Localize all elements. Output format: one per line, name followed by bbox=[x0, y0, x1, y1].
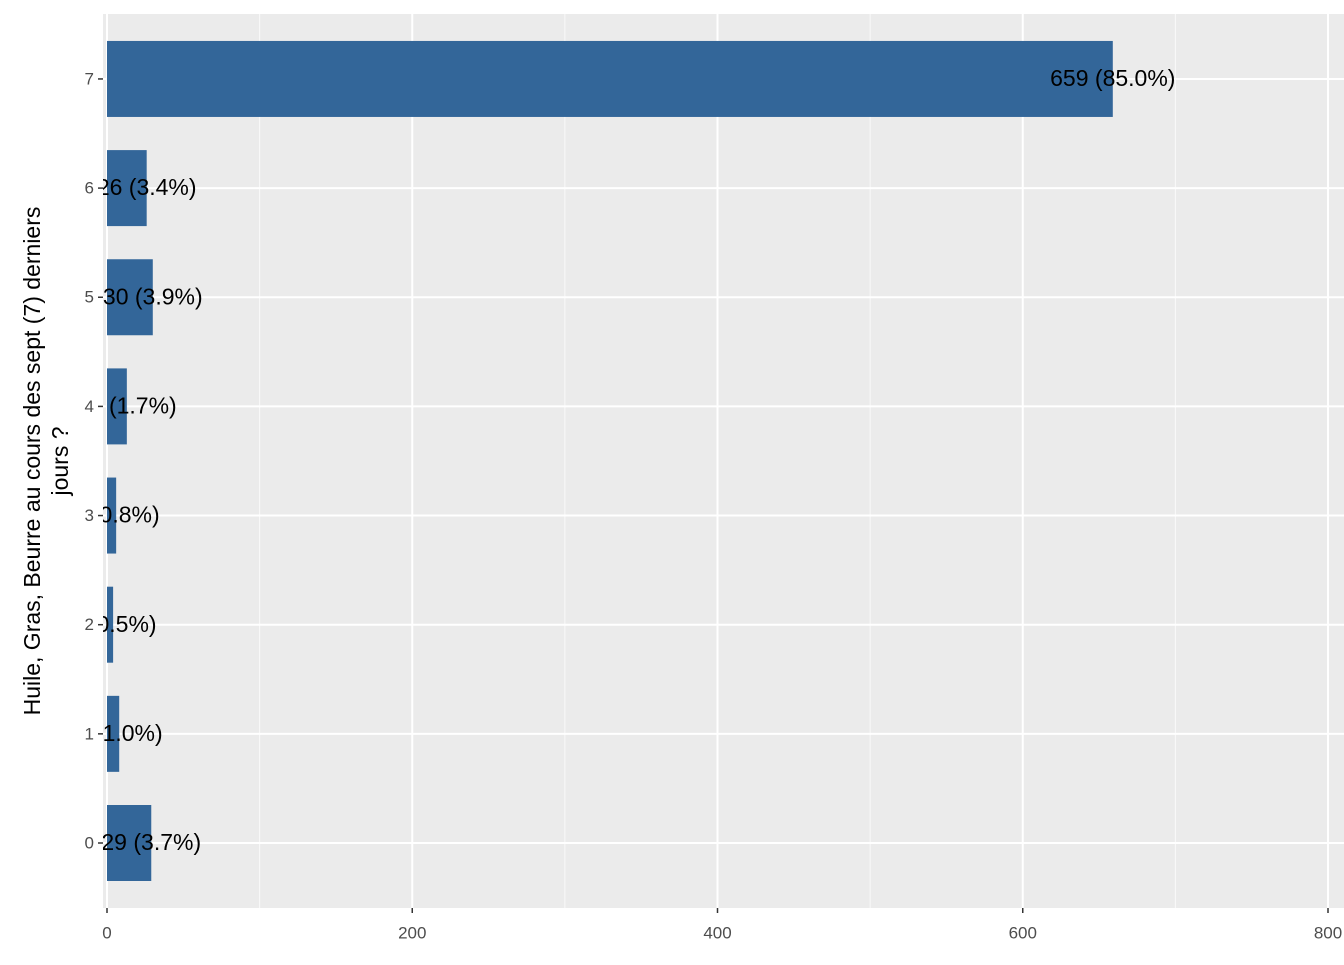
y-tick-label: 5 bbox=[85, 288, 94, 307]
panel bbox=[103, 14, 1344, 908]
bar bbox=[107, 40, 1113, 117]
y-tick-label: 3 bbox=[85, 506, 94, 525]
x-tick-label: 200 bbox=[398, 923, 426, 942]
value-label: 659 (85.0%) bbox=[1050, 65, 1175, 91]
x-tick-label: 600 bbox=[1009, 923, 1037, 942]
y-tick-label: 0 bbox=[85, 833, 94, 852]
bar bbox=[107, 150, 147, 227]
value-label: 29 (3.7%) bbox=[101, 829, 201, 855]
value-label: 4 (0.5%) bbox=[70, 611, 157, 637]
bar bbox=[107, 368, 127, 445]
y-tick-label: 6 bbox=[85, 179, 94, 198]
bar bbox=[107, 695, 120, 772]
bar bbox=[107, 259, 153, 336]
x-tick-label: 0 bbox=[102, 923, 111, 942]
bar bbox=[107, 477, 117, 554]
bar bbox=[107, 805, 152, 881]
value-label: 26 (3.4%) bbox=[97, 174, 197, 200]
value-label: 13 (1.7%) bbox=[77, 392, 177, 418]
y-axis-title: Huile, Gras, Beurre au cours des sept (7… bbox=[19, 207, 45, 716]
y-tick-label: 4 bbox=[85, 397, 94, 416]
x-tick-label: 400 bbox=[703, 923, 731, 942]
y-tick-label: 7 bbox=[85, 69, 94, 88]
y-axis-title: jours ? bbox=[47, 426, 73, 496]
value-label: 30 (3.9%) bbox=[103, 283, 203, 309]
x-tick-label: 800 bbox=[1314, 923, 1342, 942]
bar bbox=[107, 586, 114, 663]
y-tick-label: 2 bbox=[85, 615, 94, 634]
value-label: 6 (0.8%) bbox=[73, 502, 160, 528]
value-label: 8 (1.0%) bbox=[76, 720, 163, 746]
y-tick-label: 1 bbox=[85, 724, 94, 743]
